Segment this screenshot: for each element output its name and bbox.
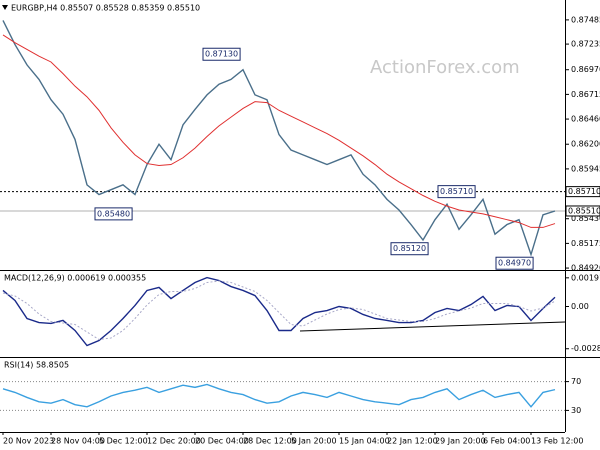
annotation-label: 0.85120 bbox=[393, 244, 426, 253]
trend-line bbox=[299, 321, 566, 332]
x-tick-label: 29 Jan 20:00 bbox=[435, 437, 486, 446]
y-tick-label: 0.87485 bbox=[571, 15, 600, 24]
x-tick-label: 13 Feb 12:00 bbox=[531, 437, 583, 446]
annotation-box bbox=[437, 185, 476, 199]
y-tick-label: 70 bbox=[571, 377, 581, 386]
y-tick-label: -0.002816 bbox=[571, 344, 600, 353]
series-line bbox=[2, 276, 556, 347]
series-line bbox=[2, 20, 556, 257]
rsi-title: RSI(14) 58.8505 bbox=[4, 361, 69, 370]
x-tick-label: 20 Nov 2023 bbox=[3, 437, 54, 446]
x-tick-label: 12 Dec 20:00 bbox=[147, 437, 201, 446]
x-tick-label: 5 Jan 20:00 bbox=[291, 437, 337, 446]
annotation-label: 0.85710 bbox=[440, 187, 473, 196]
symbol-icon bbox=[2, 5, 8, 10]
y-tick-label: 0.00 bbox=[571, 302, 589, 311]
price-label-box bbox=[565, 186, 600, 198]
series-line bbox=[2, 280, 556, 341]
x-tick-label: 28 Dec 12:00 bbox=[243, 437, 297, 446]
macd-title: MACD(12,26,9) 0.000619 0.000355 bbox=[4, 274, 146, 283]
annotation-box bbox=[390, 242, 429, 256]
y-tick-label: 0.001911 bbox=[571, 273, 600, 282]
annotation-label: 0.85480 bbox=[97, 209, 130, 218]
series-line bbox=[2, 34, 556, 228]
x-tick-label: 22 Jan 12:00 bbox=[387, 437, 438, 446]
x-tick-label: 20 Dec 04:00 bbox=[195, 437, 249, 446]
price-label: 0.85510 bbox=[568, 206, 600, 215]
annotation-label: 0.84970 bbox=[498, 259, 531, 268]
y-tick-label: 0.85945 bbox=[571, 164, 600, 173]
annotation-box bbox=[94, 207, 133, 221]
y-tick-label: 0.87235 bbox=[571, 40, 600, 49]
watermark: ActionForex.com bbox=[370, 57, 520, 78]
y-tick-label: 0.86715 bbox=[571, 90, 600, 99]
annotation-box bbox=[495, 256, 534, 270]
annotation-label: 0.87130 bbox=[205, 50, 238, 59]
x-tick-label: 28 Nov 04:00 bbox=[51, 437, 105, 446]
x-tick-label: 5 Dec 12:00 bbox=[99, 437, 148, 446]
series-line bbox=[2, 383, 556, 408]
x-tick-label: 15 Jan 04:00 bbox=[339, 437, 390, 446]
y-tick-label: 0.85175 bbox=[571, 239, 600, 248]
price-label: 0.85710 bbox=[568, 187, 600, 196]
annotation-box bbox=[202, 47, 241, 61]
chart-title: EURGBP,H4 0.85507 0.85528 0.85359 0.8551… bbox=[11, 4, 200, 13]
x-tick-label: 6 Feb 04:00 bbox=[483, 437, 530, 446]
price-label-box bbox=[565, 205, 600, 217]
y-tick-label: 30 bbox=[571, 406, 581, 415]
